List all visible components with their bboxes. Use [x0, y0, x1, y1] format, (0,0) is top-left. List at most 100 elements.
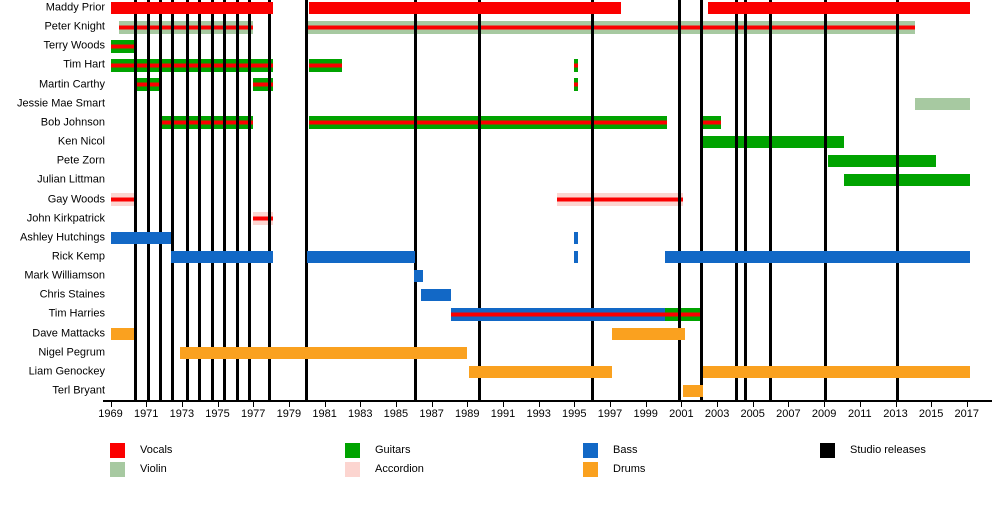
member-name-rick-kemp: Rick Kemp [51, 250, 105, 263]
x-axis-tick [788, 402, 790, 407]
legend-swatch-guitars [345, 443, 360, 458]
x-axis-tick-label: 2013 [883, 408, 908, 420]
x-axis-tick-label: 1973 [169, 408, 195, 420]
tenure-bar-pete-zorn-guitars [827, 155, 937, 168]
studio-release-line [744, 0, 748, 400]
legend-label-bass: Bass [613, 444, 638, 456]
x-axis-tick [146, 402, 148, 407]
x-axis-tick [717, 402, 719, 407]
x-axis-tick-label: 1971 [133, 408, 159, 420]
x-axis-tick-label: 1969 [98, 408, 123, 420]
member-name-gay-woods: Gay Woods [47, 193, 105, 205]
member-name-tim-hart: Tim Hart [63, 58, 105, 71]
x-axis-tick-label: 2009 [811, 408, 837, 420]
member-name-peter-knight: Peter Knight [44, 20, 105, 33]
x-axis-tick-label: 2007 [776, 408, 801, 420]
studio-release-line [235, 0, 239, 400]
x-axis-tick [324, 402, 326, 407]
x-axis-tick [288, 402, 290, 407]
tenure-bar-terl-bryant-drums [683, 385, 703, 397]
x-axis-tick [181, 402, 183, 407]
tenure-bar-ashley-hutchings-bass [574, 231, 578, 244]
x-axis-tick-label: 2017 [954, 408, 980, 420]
x-axis-tick [681, 402, 683, 407]
x-axis-tick-label: 1975 [205, 408, 230, 420]
tenure-bar-tim-harries-bass-vocals [451, 307, 666, 321]
tenure-bar-liam-genockey-drums [469, 365, 612, 378]
legend-swatch-accordion [345, 462, 360, 477]
member-name-martin-carthy: Martin Carthy [38, 78, 105, 91]
member-name-maddy-prior: Maddy Prior [45, 1, 105, 14]
x-axis-tick-label: 1983 [348, 408, 373, 420]
legend-swatch-studio [820, 443, 835, 458]
tenure-bar-rick-kemp-bass [574, 250, 578, 263]
x-axis-tick [395, 402, 397, 407]
tenure-bar-peter-knight-violin-vocals [306, 20, 915, 34]
studio-release-line [159, 0, 162, 400]
studio-release-line [590, 0, 594, 400]
legend-swatch-violin [110, 462, 125, 477]
tenure-bar-gay-woods-accordion-vocals [556, 193, 684, 206]
x-axis-tick-label: 1997 [597, 408, 623, 420]
tenure-bar-rick-kemp-bass [171, 250, 273, 263]
tenure-bar-ashley-hutchings-bass [110, 231, 172, 244]
tenure-bar-liam-genockey-drums [702, 365, 971, 378]
tenure-bar-bob-johnson-guitars-vocals [308, 116, 668, 130]
tenure-bar-tim-harries-guitars-vocals [665, 307, 703, 321]
x-axis-tick [574, 402, 576, 407]
x-axis-tick [110, 402, 112, 407]
tenure-bar-bob-johnson-guitars-vocals [701, 116, 721, 130]
tenure-bar-ken-nicol-guitars [702, 136, 844, 148]
studio-release-line [824, 0, 828, 400]
member-name-terry-woods: Terry Woods [43, 39, 105, 52]
member-name-dave-mattacks: Dave Mattacks [32, 327, 105, 339]
x-axis-tick [645, 402, 647, 407]
studio-release-line [414, 0, 418, 400]
legend-swatch-drums [583, 462, 598, 477]
legend-label-accordion: Accordion [375, 463, 424, 475]
x-axis-tick-label: 1977 [240, 408, 266, 420]
studio-release-line [735, 0, 739, 400]
studio-release-line [478, 0, 482, 400]
member-name-julian-littman: Julian Littman [37, 173, 105, 186]
studio-release-line [678, 0, 682, 400]
x-axis-tick [859, 402, 861, 407]
tenure-bar-maddy-prior-vocals [708, 2, 971, 14]
studio-release-line [699, 0, 703, 400]
x-axis-tick [931, 402, 933, 407]
member-name-john-kirkpatrick: John Kirkpatrick [26, 212, 105, 225]
tenure-bar-terry-woods-guitars-vocals [110, 39, 136, 53]
x-axis-tick [752, 402, 754, 407]
x-axis-tick [217, 402, 219, 407]
x-axis-tick [538, 402, 540, 407]
tenure-bar-mark-williamson-bass [413, 270, 423, 283]
member-name-bob-johnson: Bob Johnson [40, 116, 105, 129]
legend-label-drums: Drums [613, 463, 646, 475]
studio-release-line [267, 0, 271, 400]
tenure-bar-jessie-mae-smart-violin [915, 97, 971, 110]
legend-label-studio: Studio releases [850, 444, 926, 456]
x-axis-tick [824, 402, 826, 407]
studio-release-line [134, 0, 137, 400]
legend-swatch-bass [583, 443, 598, 458]
x-axis-tick [503, 402, 504, 407]
studio-release-line [210, 0, 214, 400]
tenure-bar-tim-hart-guitars-vocals [308, 58, 343, 72]
tenure-bar-julian-littman-guitars [843, 174, 971, 187]
x-axis-tick-label: 1981 [312, 408, 337, 420]
x-axis-tick [966, 402, 968, 407]
x-axis-tick [467, 402, 469, 407]
member-name-terl-bryant: Terl Bryant [52, 384, 105, 397]
x-axis-tick-label: 1987 [419, 408, 444, 420]
tenure-bar-dave-mattacks-drums [110, 327, 134, 340]
member-name-pete-zorn: Pete Zorn [56, 154, 105, 167]
x-axis-tick-label: 1993 [526, 408, 551, 420]
tenure-bar-gay-woods-accordion-vocals [110, 193, 136, 206]
tenure-bar-dave-mattacks-drums [611, 327, 685, 340]
x-axis-tick-label: 1985 [383, 408, 409, 420]
studio-release-line [895, 0, 899, 400]
x-axis-tick-label: 1991 [490, 408, 516, 420]
tenure-bar-nigel-pegrum-drums [180, 346, 468, 359]
legend-swatch-vocals [110, 443, 125, 458]
